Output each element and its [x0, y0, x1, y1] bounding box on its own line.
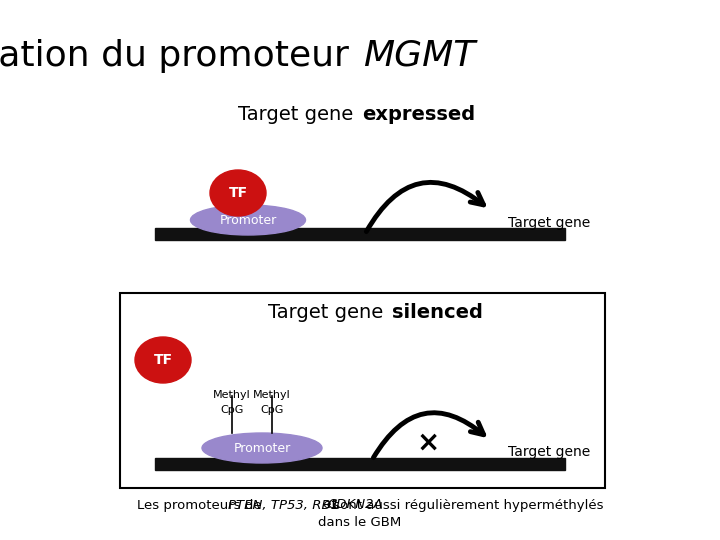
- Text: Promoter: Promoter: [220, 213, 276, 226]
- Bar: [155, 228, 565, 240]
- Text: CpG: CpG: [261, 405, 284, 415]
- Bar: [120, 293, 605, 488]
- Text: Methyl: Methyl: [253, 390, 291, 400]
- Text: PTEN, TP53, RB1: PTEN, TP53, RB1: [228, 498, 339, 511]
- Bar: [155, 458, 565, 470]
- Text: ×: ×: [416, 429, 440, 457]
- Text: Promoter: Promoter: [233, 442, 291, 455]
- Ellipse shape: [191, 205, 305, 235]
- Ellipse shape: [135, 337, 191, 383]
- Text: expressed: expressed: [362, 105, 475, 125]
- Text: Les promoteurs de: Les promoteurs de: [138, 498, 266, 511]
- Text: La méthylation du promoteur: La méthylation du promoteur: [0, 37, 360, 73]
- Text: dans le GBM: dans le GBM: [318, 516, 402, 529]
- Text: sont aussi régulièrement hyperméthylés: sont aussi régulièrement hyperméthylés: [329, 498, 603, 511]
- Ellipse shape: [210, 170, 266, 216]
- Text: et: et: [320, 498, 341, 511]
- Text: silenced: silenced: [392, 302, 483, 321]
- Text: Target gene: Target gene: [508, 445, 590, 459]
- Text: Target gene: Target gene: [269, 302, 390, 321]
- Ellipse shape: [202, 433, 322, 463]
- Text: Target gene: Target gene: [508, 216, 590, 230]
- Text: TF: TF: [228, 186, 248, 200]
- Text: MGMT: MGMT: [363, 38, 475, 72]
- Text: Target gene: Target gene: [238, 105, 360, 125]
- Text: CpG: CpG: [220, 405, 243, 415]
- Text: CDKN2A: CDKN2A: [328, 498, 383, 511]
- Text: TF: TF: [153, 353, 173, 367]
- Text: Methyl: Methyl: [213, 390, 251, 400]
